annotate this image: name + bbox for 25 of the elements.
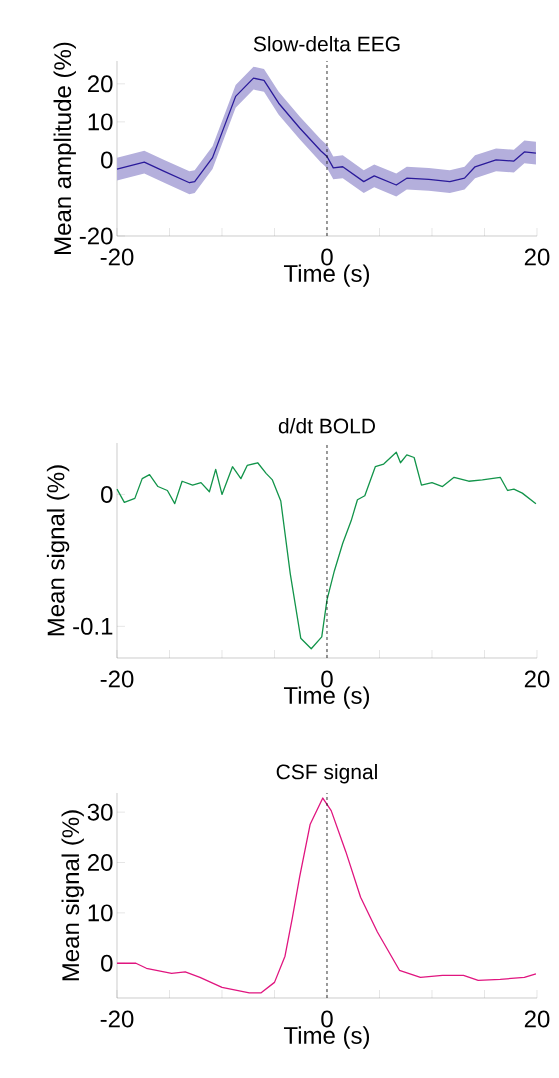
y-tick-label: 10 <box>88 113 113 131</box>
x-axis-title: Time (s) <box>283 1026 370 1049</box>
y-tick-label: 10 <box>88 904 113 922</box>
y-axis-title: Mean signal (%) <box>46 465 70 636</box>
y-tick-label: 0 <box>101 485 113 503</box>
y-tick-label: -20 <box>79 227 113 245</box>
y-tick-label: 20 <box>87 854 113 871</box>
y-tick-label: 0 <box>101 151 113 169</box>
y-tick-label: 30 <box>87 803 113 821</box>
x-tick-label: 20 <box>524 248 550 266</box>
x-tick-label: 0 <box>321 670 333 688</box>
x-tick-label: 20 <box>524 1010 550 1028</box>
y-axis-title: Mean amplitude (%) <box>53 42 76 254</box>
x-tick-label: 0 <box>321 248 333 266</box>
x-tick-label: 0 <box>321 1010 333 1028</box>
y-tick-label: 20 <box>87 75 113 93</box>
chart-title: d/dt BOLD <box>278 418 375 434</box>
y-axis-title: Mean signal (%) <box>61 810 84 981</box>
x-axis-title: Time (s) <box>283 264 370 287</box>
x-axis-title: Time (s) <box>283 686 370 709</box>
y-tick-label: -0.1 <box>73 617 113 635</box>
x-tick-label: 20 <box>524 670 550 688</box>
y-tick-label: 0 <box>101 954 113 972</box>
chart-title: Slow-delta EEG <box>253 36 400 52</box>
chart-title: CSF signal <box>276 763 377 784</box>
